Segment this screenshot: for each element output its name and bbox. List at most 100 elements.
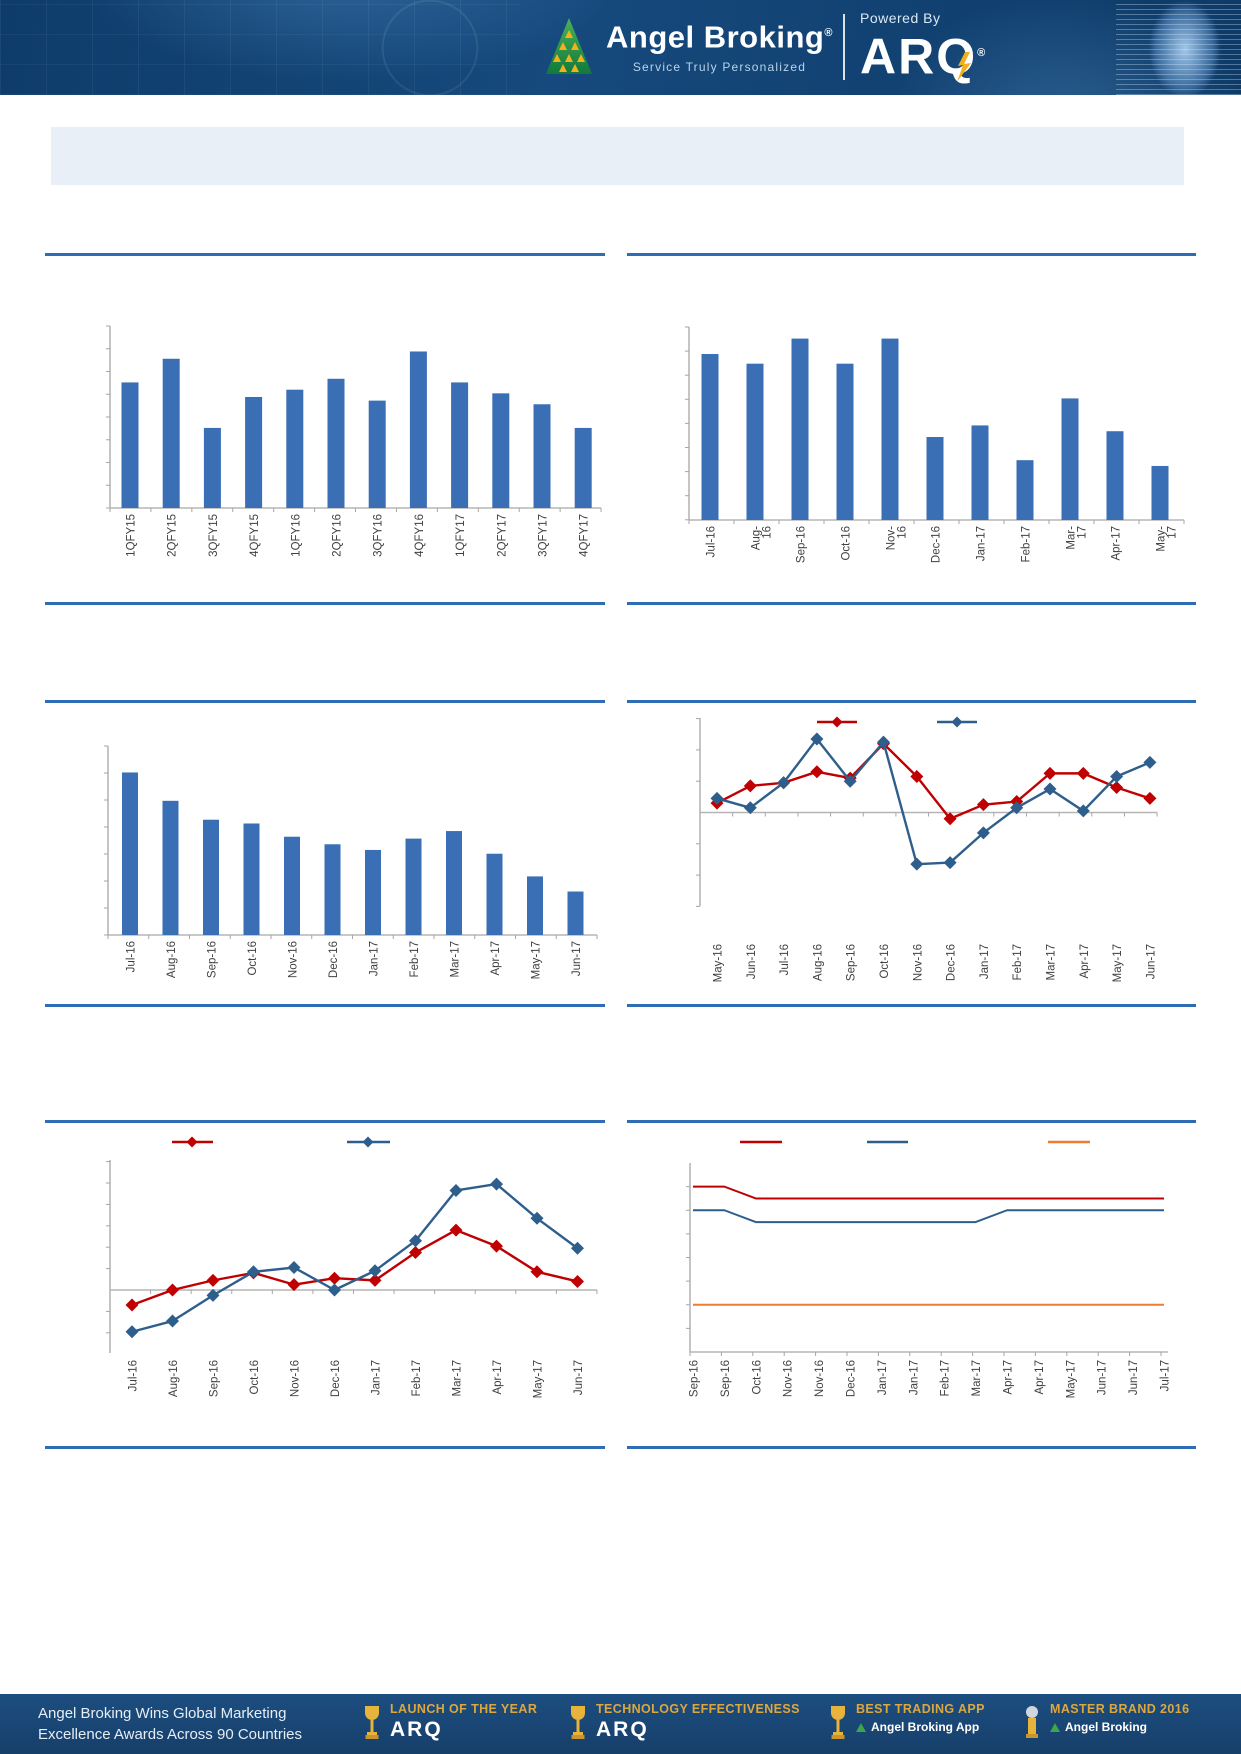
x-axis-label: Sep-16 xyxy=(689,1360,701,1397)
x-axis-label: Apr-17 xyxy=(1111,526,1123,561)
bar xyxy=(451,382,469,508)
x-axis-label: May-17 xyxy=(533,1360,545,1398)
section-divider xyxy=(45,1446,605,1449)
bar xyxy=(243,823,260,935)
x-axis-label: Sep-16 xyxy=(207,941,219,978)
chart-1-quarterly-bar: 1QFY15 2QFY15 3QFY15 4QFY15 1QFY16 2QFY16 3QFY… xyxy=(106,325,602,557)
x-axis-label: Jun-17 xyxy=(1097,1360,1109,1395)
bar xyxy=(971,425,989,520)
x-axis-label: Jul-16 xyxy=(128,1360,140,1391)
x-axis-label: Feb-17 xyxy=(411,1360,423,1396)
bar xyxy=(567,891,584,935)
bar xyxy=(527,876,543,935)
bar xyxy=(446,831,462,935)
x-axis-label: Jul-17 xyxy=(1160,1360,1172,1391)
bar-series xyxy=(122,772,584,935)
angel-broking-logo-icon xyxy=(546,18,592,74)
lightning-bolt-icon xyxy=(957,52,971,82)
bar xyxy=(122,772,138,935)
x-axis-label: Jan-17 xyxy=(979,944,991,979)
x-axis-label: Oct-16 xyxy=(841,526,853,561)
chart-3-monthly-bar-middle-left: Jul-16 Aug-16 Sep-16 Oct-16 Nov-16 Dec-16 Jan-… xyxy=(104,745,598,979)
bar xyxy=(405,838,422,935)
x-axis-label: Sep-16 xyxy=(720,1360,732,1397)
x-axis-label: 4QFY17 xyxy=(579,514,591,557)
bar xyxy=(162,358,180,508)
x-axis-label: Mar-17 xyxy=(1066,526,1089,550)
section-divider xyxy=(45,700,605,703)
x-axis-label: Feb-17 xyxy=(1012,944,1024,980)
bar xyxy=(284,836,300,935)
x-axis-label: Mar-17 xyxy=(971,1360,983,1396)
x-axis-label: Jan-17 xyxy=(877,1360,889,1395)
x-axis-label: 2QFY17 xyxy=(496,514,508,557)
bar-series xyxy=(121,351,592,508)
bar xyxy=(121,382,139,508)
x-axis-label: 1QFY16 xyxy=(290,514,302,557)
x-axis-label: Nov-16 xyxy=(783,1360,795,1397)
x-axis-label: Jan-17 xyxy=(908,1360,920,1395)
bar xyxy=(574,427,592,508)
powered-by-label: Powered By xyxy=(860,10,941,26)
bar xyxy=(1061,398,1079,520)
x-axis-label: 2QFY15 xyxy=(167,514,179,557)
x-axis-label: Oct-16 xyxy=(247,941,259,976)
x-axis-label: 1QFY17 xyxy=(455,514,467,557)
x-axis-label: Dec-16 xyxy=(330,1360,342,1397)
arq-brand: Powered By ARQ® xyxy=(860,10,1010,84)
award-subtitle: ARQ xyxy=(596,1718,649,1741)
award-title: TECHNOLOGY EFFECTIVENESS xyxy=(596,1702,800,1716)
x-axis-label: Jan-17 xyxy=(371,1360,383,1395)
bar xyxy=(162,800,179,935)
bar xyxy=(368,400,386,508)
x-axis-label: Apr-17 xyxy=(1079,944,1091,979)
line-series-2 xyxy=(710,732,1157,871)
bar xyxy=(324,844,341,935)
x-axis-label: Feb-17 xyxy=(409,941,421,977)
x-axis-label: Apr-17 xyxy=(490,941,502,976)
bar xyxy=(791,338,809,520)
award-title: MASTER BRAND 2016 xyxy=(1050,1702,1190,1716)
award-subtitle: Angel Broking App xyxy=(856,1720,985,1734)
x-axis-label: Jan-17 xyxy=(976,526,988,561)
award-subtitle: Angel Broking xyxy=(1050,1720,1189,1734)
section-divider xyxy=(627,700,1196,703)
x-axis-label: Oct-16 xyxy=(879,944,891,979)
section-divider xyxy=(627,253,1196,256)
section-divider xyxy=(627,1446,1196,1449)
award-master-brand-2016: MASTER BRAND 2016 Angel Broking xyxy=(1022,1702,1189,1742)
angel-mini-logo-icon xyxy=(856,1722,866,1732)
award-title: LAUNCH OF THE YEAR xyxy=(390,1702,538,1716)
footer-awards-text: Angel Broking Wins Global Marketing Exce… xyxy=(38,1703,302,1745)
x-axis-label: 3QFY16 xyxy=(373,514,385,557)
x-axis-label: 3QFY15 xyxy=(208,514,220,557)
bar xyxy=(492,393,510,508)
bar xyxy=(1151,465,1169,520)
header: Angel Broking® Service Truly Personalize… xyxy=(0,0,1241,95)
x-axis-label: Jan-17 xyxy=(369,941,381,976)
x-axis-label: Oct-16 xyxy=(249,1360,261,1395)
section-divider xyxy=(627,1004,1196,1007)
bar xyxy=(286,389,304,508)
bar xyxy=(203,819,219,935)
x-axis-label: Aug-16 xyxy=(166,941,178,978)
x-axis-label: 2QFY16 xyxy=(332,514,344,557)
footer-text-line2: Excellence Awards Across 90 Countries xyxy=(38,1726,303,1743)
x-axis-label: 1QFY15 xyxy=(126,514,138,557)
bar xyxy=(701,354,719,520)
section-divider xyxy=(45,1120,605,1123)
angel-mini-logo-icon xyxy=(1050,1722,1060,1732)
x-axis-label: May-17 xyxy=(1156,526,1179,552)
trophy-icon xyxy=(365,1706,379,1739)
x-axis-label: Jun-16 xyxy=(746,944,758,979)
registered-mark: ® xyxy=(824,27,833,39)
circuit-pattern-decoration xyxy=(0,0,520,95)
award-technology-effectiveness: TECHNOLOGY EFFECTIVENESS ARQ xyxy=(568,1702,800,1742)
section-divider xyxy=(45,1004,605,1007)
x-axis-label: Mar-17 xyxy=(1046,944,1058,980)
x-axis-label: Nov-16 xyxy=(912,944,924,981)
award-title: BEST TRADING APP xyxy=(856,1702,985,1716)
x-axis-label: Dec-16 xyxy=(931,526,943,563)
x-axis-label: 4QFY16 xyxy=(414,514,426,557)
